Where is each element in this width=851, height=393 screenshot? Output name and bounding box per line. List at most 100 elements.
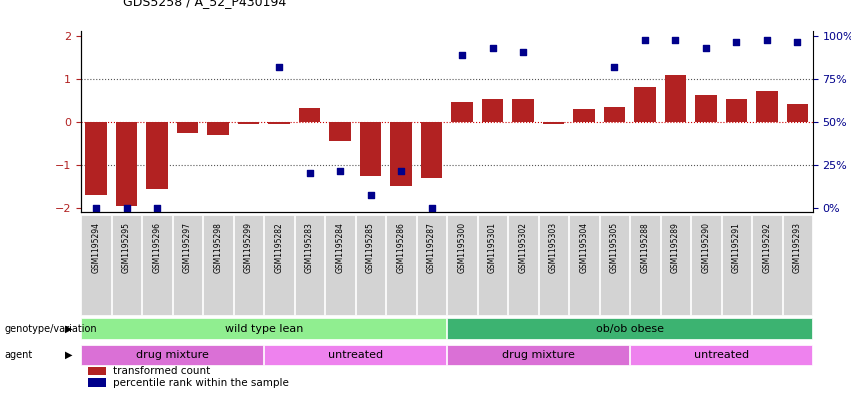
Point [272, 64, 286, 70]
Text: GSM1195284: GSM1195284 [335, 222, 345, 273]
Bar [356, 215, 386, 315]
Bar [112, 215, 141, 315]
Text: GSM1195290: GSM1195290 [701, 222, 711, 274]
Bar [539, 215, 568, 315]
Text: GSM1195282: GSM1195282 [275, 222, 283, 273]
Bar [512, 99, 534, 122]
Bar [386, 215, 415, 315]
Point [394, 168, 408, 174]
Bar [265, 345, 446, 365]
Bar [661, 215, 690, 315]
Text: GSM1195303: GSM1195303 [549, 222, 558, 274]
Text: GSM1195300: GSM1195300 [458, 222, 466, 274]
Bar [787, 104, 808, 122]
Bar [543, 122, 564, 124]
Bar [208, 122, 229, 135]
Bar [421, 122, 443, 178]
Bar [752, 215, 781, 315]
Bar [695, 95, 717, 122]
Bar [268, 122, 289, 124]
Text: genotype/variation: genotype/variation [4, 323, 97, 334]
Point [425, 205, 438, 211]
Bar [726, 99, 747, 122]
Point [700, 45, 713, 51]
Text: GSM1195291: GSM1195291 [732, 222, 741, 273]
Text: GSM1195285: GSM1195285 [366, 222, 375, 273]
Bar [574, 109, 595, 122]
Text: GSM1195283: GSM1195283 [305, 222, 314, 273]
Bar [691, 215, 721, 315]
Text: wild type lean: wild type lean [225, 323, 303, 334]
Text: GSM1195305: GSM1195305 [610, 222, 619, 274]
Bar [265, 215, 294, 315]
Bar [634, 86, 655, 122]
Text: drug mixture: drug mixture [502, 350, 574, 360]
Bar [177, 122, 198, 132]
Bar [173, 215, 203, 315]
Text: GSM1195294: GSM1195294 [92, 222, 100, 274]
Text: ▶: ▶ [65, 350, 72, 360]
Text: GDS5258 / A_52_P430194: GDS5258 / A_52_P430194 [123, 0, 287, 8]
Text: GSM1195286: GSM1195286 [397, 222, 406, 273]
Text: untreated: untreated [694, 350, 749, 360]
Bar [116, 122, 137, 206]
Bar [89, 367, 106, 375]
Bar [325, 215, 355, 315]
Bar [203, 215, 232, 315]
Text: GSM1195296: GSM1195296 [152, 222, 162, 274]
Text: transformed count: transformed count [113, 366, 210, 376]
Bar [508, 215, 538, 315]
Point [363, 192, 377, 198]
Bar [85, 122, 106, 195]
Point [517, 49, 530, 55]
Text: GSM1195298: GSM1195298 [214, 222, 223, 273]
Point [638, 37, 652, 43]
Text: percentile rank within the sample: percentile rank within the sample [113, 378, 289, 387]
Text: GSM1195299: GSM1195299 [244, 222, 253, 274]
Bar [82, 215, 111, 315]
Bar [329, 122, 351, 141]
Bar [448, 215, 477, 315]
Text: GSM1195301: GSM1195301 [488, 222, 497, 274]
Text: GSM1195304: GSM1195304 [580, 222, 589, 274]
Bar [451, 103, 472, 122]
Point [151, 205, 164, 211]
Bar [448, 345, 629, 365]
Text: GSM1195289: GSM1195289 [671, 222, 680, 273]
Bar [391, 122, 412, 186]
Point [334, 168, 347, 174]
Bar [631, 215, 660, 315]
Text: GSM1195293: GSM1195293 [793, 222, 802, 274]
Text: GSM1195292: GSM1195292 [762, 222, 772, 273]
Point [608, 64, 621, 70]
Point [729, 39, 743, 45]
Bar [569, 215, 598, 315]
Text: GSM1195288: GSM1195288 [641, 222, 649, 273]
Bar [299, 108, 320, 122]
Bar [89, 378, 106, 387]
Bar [146, 122, 168, 189]
Bar [478, 215, 507, 315]
Bar [295, 215, 324, 315]
Bar [722, 215, 751, 315]
Bar [142, 215, 172, 315]
Bar [82, 345, 263, 365]
Point [455, 52, 469, 58]
Text: ▶: ▶ [65, 323, 72, 334]
Text: GSM1195297: GSM1195297 [183, 222, 192, 274]
Text: drug mixture: drug mixture [136, 350, 208, 360]
Point [486, 45, 500, 51]
Bar [600, 215, 629, 315]
Text: ob/ob obese: ob/ob obese [596, 323, 664, 334]
Bar [665, 75, 686, 122]
Text: GSM1195302: GSM1195302 [518, 222, 528, 274]
Bar [238, 122, 260, 124]
Point [89, 205, 103, 211]
Text: untreated: untreated [328, 350, 383, 360]
Bar [604, 107, 625, 122]
Bar [234, 215, 263, 315]
Bar [417, 215, 446, 315]
Bar [783, 215, 812, 315]
Point [791, 39, 804, 45]
Point [760, 37, 774, 43]
